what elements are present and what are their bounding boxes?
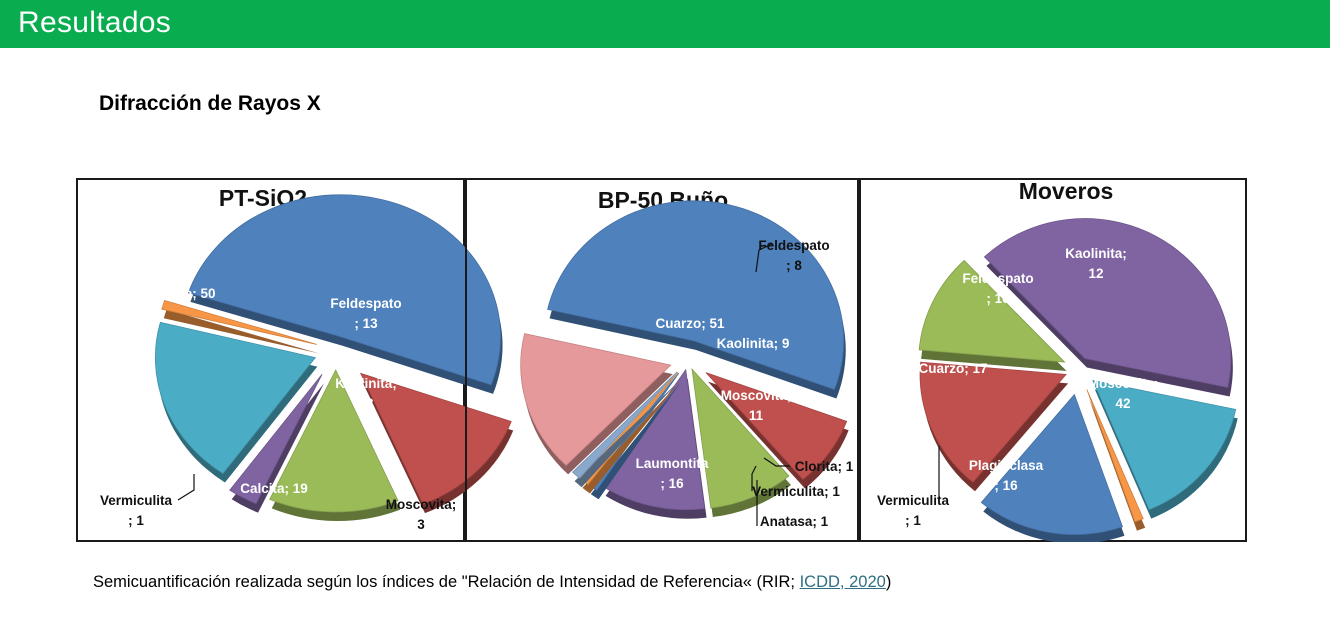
data-label-cuarzo: Cuarzo; 17 — [918, 361, 987, 376]
section-title: Difracción de Rayos X — [99, 92, 321, 115]
slice-calcita[interactable] — [154, 321, 317, 475]
slice-vermiculita[interactable] — [1086, 389, 1144, 523]
slice-moscovita[interactable] — [229, 374, 323, 505]
data-label-plagioclasa: Plagioclasa; 16 — [969, 458, 1044, 493]
slice-kaolinita[interactable] — [691, 367, 790, 509]
slice-laumontita[interactable] — [520, 333, 672, 466]
chart-title: Moveros — [1019, 178, 1114, 204]
pie-chart-moveros: Moveros Kaolinita; 12 Moscovita; 42 Plagiocla… — [859, 178, 1247, 542]
data-label-laumontita: Laumontita; 16 — [636, 456, 709, 491]
data-label-feldespato: Feldespato; 16 — [962, 271, 1033, 306]
slice-depth-clorita — [590, 382, 681, 500]
slice-moscovita[interactable] — [983, 218, 1232, 388]
header-bar: Resultados — [0, 0, 1330, 48]
slice-vermiculita[interactable] — [161, 300, 317, 345]
leader-line-feldespato — [755, 243, 773, 273]
slice-plagioclasa[interactable] — [1092, 379, 1237, 511]
data-label-vermiculita: Vermiculita; 1 — [100, 493, 173, 528]
slice-cuarzo[interactable] — [187, 194, 501, 386]
reference-link[interactable]: ICDD, 2020 — [799, 573, 886, 591]
data-label-kaolinita: Kaolinita; 13 — [335, 376, 397, 411]
data-label-feldespato: Feldespato; 8 — [758, 238, 829, 273]
slice-feldespato[interactable] — [359, 372, 512, 505]
leader-line-vermiculita — [177, 474, 195, 501]
slice-kaolinita[interactable] — [269, 369, 399, 513]
slice-depth-vermiculita — [163, 309, 319, 354]
data-label-cuarzo: Cuarzo; 50 — [146, 286, 215, 301]
data-label-calcita: Calcita; 19 — [240, 481, 308, 496]
slice-depth-vermiculita — [582, 381, 680, 494]
data-label-kaolinita: Kaolinita; 9 — [717, 336, 790, 351]
slice-feldespato[interactable] — [919, 361, 1067, 483]
data-label-vermiculita: Vermiculita; 1 — [752, 484, 840, 499]
chart-panels: PT-SiO2 Cuarzo; 50 Feldespato; 13 Kaolinita… — [76, 178, 1247, 542]
data-label-anatasa: Anatasa; 1 — [760, 514, 829, 529]
footnote: Semicuantificación realizada según los í… — [93, 573, 891, 592]
slice-feldespato[interactable] — [705, 372, 848, 481]
data-label-clorita: Clorita; 1 — [795, 459, 854, 474]
chart-frame — [465, 178, 859, 542]
data-label-moscovita: Moscovita; 3 — [386, 497, 457, 532]
header-title: Resultados — [18, 6, 172, 39]
data-label-kaolinita: Kaolinita; 12 — [1065, 246, 1127, 281]
slice-anatasa[interactable] — [572, 371, 678, 479]
footnote-close: ) — [885, 573, 892, 591]
leader-line-vermiculita — [751, 465, 757, 491]
data-label-cuarzo: Cuarzo; 51 — [655, 316, 725, 331]
data-label-vermiculita: Vermiculita; 1 — [877, 493, 950, 528]
slice-cuarzo[interactable] — [547, 200, 845, 391]
footnote-text: Semicuantificación realizada según los í… — [93, 573, 800, 591]
slice-moscovita[interactable] — [603, 368, 706, 511]
data-label-moscovita: Moscovita; 42 — [1088, 376, 1159, 411]
leader-line-clorita — [763, 457, 790, 467]
slice-cuarzo[interactable] — [980, 393, 1124, 535]
data-label-moscovita: Moscovita; 11 — [721, 388, 792, 423]
slice-depth-anatasa — [574, 380, 680, 488]
slice-kaolinita[interactable] — [918, 259, 1066, 363]
data-label-feldespato: Feldespato; 13 — [330, 296, 401, 331]
